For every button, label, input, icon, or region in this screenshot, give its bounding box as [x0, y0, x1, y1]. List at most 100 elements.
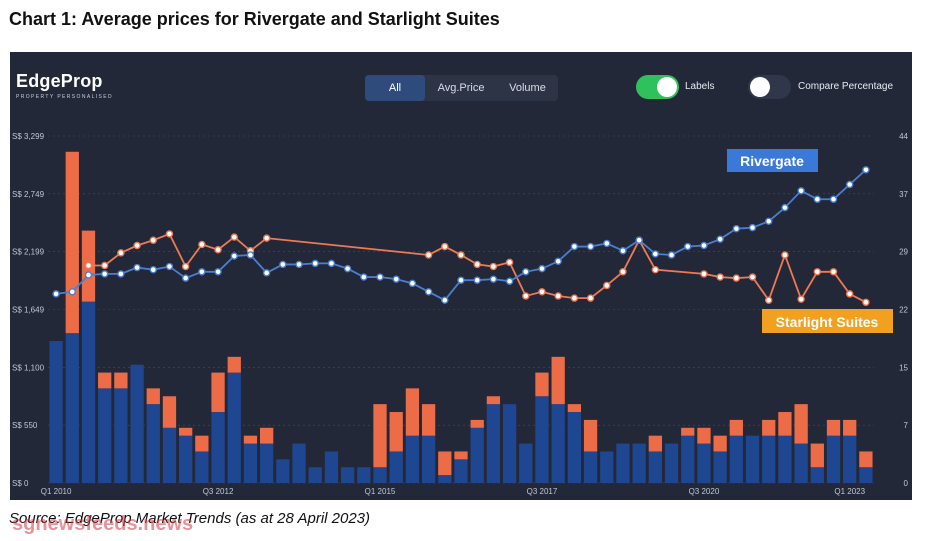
chart-panel: EdgeProp PROPERTY PERSONALISED All Avg.P… [10, 52, 912, 500]
x-tick-label: Q1 2023 [834, 487, 865, 496]
x-tick-label: Q3 2012 [203, 487, 234, 496]
point-starlight-suites [441, 242, 449, 251]
point-starlight-suites [732, 274, 741, 282]
logo-wordmark: EdgeProp [16, 71, 103, 91]
point-rivergate [327, 259, 336, 268]
point-rivergate [554, 257, 562, 265]
point-starlight-suites [797, 295, 805, 303]
bar-rivergate-volume [421, 435, 436, 483]
point-rivergate [781, 203, 789, 212]
y-tick-label-left: S$ 1,649 [12, 306, 45, 315]
point-starlight-suites [457, 251, 465, 259]
tab-volume[interactable]: Volume [509, 82, 546, 94]
point-rivergate [424, 288, 433, 296]
y-tick-label-left: S$ 3,299 [12, 132, 45, 141]
point-rivergate [748, 223, 757, 232]
line-starlight-suites [88, 232, 867, 304]
y-tick-label-right: 22 [899, 306, 908, 315]
point-rivergate [441, 296, 449, 304]
bar-rivergate-volume [49, 341, 63, 483]
point-starlight-suites [651, 265, 660, 274]
bar-rivergate-volume [600, 451, 614, 483]
point-starlight-suites [489, 262, 498, 271]
bar-rivergate-volume [486, 404, 501, 483]
point-rivergate [603, 239, 611, 248]
point-rivergate [149, 265, 157, 274]
labels-toggle[interactable] [636, 75, 679, 99]
bar-rivergate-volume [276, 459, 290, 483]
x-tick-label: Q1 2015 [365, 487, 396, 496]
bar-starlight-volume [859, 451, 873, 468]
bar-starlight-volume [697, 427, 711, 444]
point-starlight-suites [522, 292, 530, 300]
point-rivergate [52, 290, 60, 298]
bar-starlight-volume [762, 419, 776, 436]
point-rivergate [262, 269, 271, 277]
point-rivergate [846, 180, 854, 189]
bar-rivergate-volume [843, 435, 857, 483]
tab-avg-price[interactable]: Avg.Price [437, 82, 485, 94]
point-starlight-suites [862, 298, 870, 306]
bar-rivergate-volume [681, 435, 695, 483]
series-tag-rivergate: Rivergate [740, 153, 804, 169]
point-starlight-suites [570, 294, 579, 302]
compare-percentage-toggle[interactable] [748, 75, 791, 99]
bar-starlight-volume [195, 435, 209, 452]
point-starlight-suites [700, 270, 708, 278]
bar-rivergate-volume [519, 443, 533, 483]
x-tick-label: Q3 2017 [527, 487, 558, 496]
bar-starlight-volume [260, 427, 274, 444]
source-note: Source: EdgeProp Market Trends (as at 28… [9, 510, 371, 527]
point-rivergate [586, 242, 595, 251]
point-rivergate [165, 262, 174, 271]
bar-rivergate-volume [859, 467, 873, 483]
bar-starlight-volume [179, 427, 193, 436]
point-rivergate [522, 268, 530, 276]
bar-rivergate-volume [162, 427, 177, 483]
point-starlight-suites [813, 268, 822, 276]
point-rivergate [667, 251, 676, 259]
bar-rivergate-volume [616, 443, 630, 483]
bar-starlight-volume [438, 451, 452, 476]
point-starlight-suites [505, 258, 514, 267]
point-rivergate [408, 279, 417, 288]
bar-rivergate-volume [664, 443, 679, 483]
point-rivergate [862, 166, 870, 174]
bar-rivergate-volume [454, 459, 468, 483]
chart-title: Chart 1: Average prices for Rivergate an… [9, 9, 500, 29]
bar-rivergate-volume [308, 467, 322, 483]
labels-toggle-label: Labels [685, 81, 715, 92]
bar-rivergate-volume [98, 388, 112, 483]
bar-starlight-volume [535, 372, 549, 397]
bar-starlight-volume [681, 427, 695, 436]
point-starlight-suites [765, 296, 773, 304]
toggle-knob [657, 77, 677, 97]
series-tag-rivergate-box [727, 149, 818, 172]
point-starlight-suites [198, 240, 206, 249]
compare-percentage-label: Compare Percentage [798, 81, 894, 92]
bar-starlight-volume [421, 404, 436, 436]
y-tick-label-right: 0 [904, 479, 909, 488]
y-tick-label-right: 29 [899, 248, 908, 257]
point-rivergate [230, 252, 238, 260]
point-starlight-suites [214, 246, 222, 254]
bar-starlight-volume [114, 372, 128, 389]
bar-rivergate-volume [697, 443, 711, 483]
point-rivergate [343, 264, 352, 273]
point-starlight-suites [230, 233, 238, 241]
bar-rivergate-volume [373, 467, 387, 483]
tab-all[interactable]: All [365, 75, 425, 101]
x-tick-label: Q3 2020 [689, 487, 720, 496]
bar-rivergate-volume [502, 404, 517, 483]
edgeprop-logo: EdgeProp PROPERTY PERSONALISED [16, 71, 113, 100]
bar-rivergate-volume [745, 435, 760, 483]
point-starlight-suites [84, 261, 93, 270]
point-rivergate [117, 270, 125, 278]
bar-starlight-volume [567, 404, 582, 413]
point-starlight-suites [100, 261, 109, 270]
bar-starlight-volume [826, 419, 841, 436]
bar-rivergate-volume [826, 435, 841, 483]
bar-rivergate-volume [81, 301, 96, 483]
bar-starlight-volume [65, 151, 79, 334]
toggle-knob [750, 77, 770, 97]
